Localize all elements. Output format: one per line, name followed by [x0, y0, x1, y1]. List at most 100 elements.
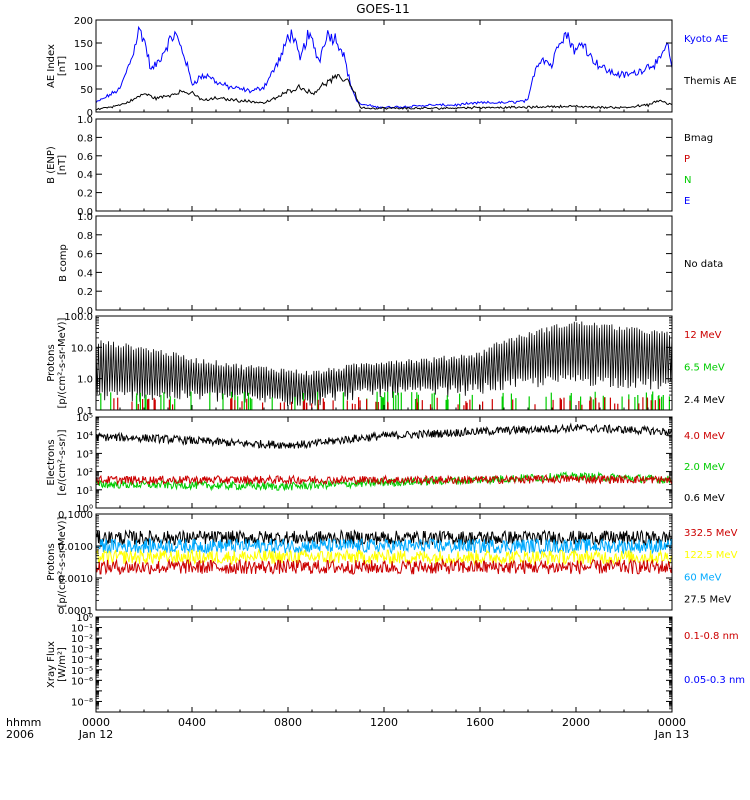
time-tick-label: 1200	[370, 716, 398, 729]
panel-xray-ytick-label: 10⁻⁴	[71, 655, 93, 666]
legend-122-5-mev: 122.5 MeV	[684, 550, 738, 561]
panel-protons_low-ytick-label: 100.0	[64, 312, 93, 323]
panel-bfield-ytick-label: 0.6	[77, 152, 93, 163]
panel-ae: 0 50 100 150 200 AE Index [nT] Kyoto AE Themis A…	[46, 16, 737, 119]
panel-bcomp-ytick-label: 0.4	[77, 268, 93, 279]
legend-6-5-mev: 6.5 MeV	[684, 362, 725, 373]
panel-electrons-ytick-label: 10³	[76, 449, 93, 460]
series-332-5-mev	[96, 557, 672, 576]
panel-xray-ytick-label: 10⁻⁵	[71, 666, 93, 677]
legend-kyoto-ae: Kyoto AE	[684, 34, 728, 45]
panel-bcomp-ytick-label: 0.6	[77, 250, 93, 261]
panel-bfield: 0.0 0.2 0.4 0.6 0.8 1.0 B (ENP) [nT] Bmag PNE	[46, 115, 713, 218]
panel-bfield-ytick-label: 0.2	[77, 189, 93, 200]
legend-27-5-mev: 27.5 MeV	[684, 595, 731, 606]
legend-60-mev: 60 MeV	[684, 572, 722, 583]
panel-xray-ytick-label: 10⁻⁶	[71, 676, 93, 687]
panel-protons_low: 0.1 1.0 10.0 100.0 Protons [p/(cm²-s-sr-MeV)]…	[46, 312, 725, 417]
time-tick-label: 2000	[562, 716, 590, 729]
legend-no-data: No data	[684, 259, 723, 270]
legend-12-mev: 12 MeV	[684, 330, 722, 341]
panel-bcomp-ytick-label: 1.0	[77, 212, 93, 223]
legend-n: N	[684, 175, 691, 186]
series-themis-ae	[96, 73, 672, 111]
panel-xray-ytick-label: 10⁰	[76, 613, 93, 624]
series-27-5-mev	[96, 528, 672, 547]
time-tick-label: 0400	[178, 716, 206, 729]
panel-protons_high-data	[96, 528, 672, 576]
panel-protons_high-ylabel: [p/(cm²-s-sr-MeV)]	[57, 516, 68, 607]
panel-electrons-frame	[95, 416, 673, 509]
panel-bcomp-ylabel: B comp	[58, 244, 69, 282]
legend-0-1-0-8-nm: 0.1-0.8 nm	[684, 631, 739, 642]
panel-electrons-ytick-label: 10¹	[76, 486, 93, 497]
date-label: Jan 13	[654, 728, 689, 741]
panel-protons_high: 0.0001 0.0010 0.0100 0.1000 Protons [p/(cm²-s…	[46, 510, 738, 617]
legend-0-05-0-3-nm: 0.05-0.3 nm	[684, 675, 745, 686]
panel-ae-ytick-label: 150	[74, 39, 93, 50]
panel-bcomp-ytick-label: 0.0	[77, 306, 93, 317]
panel-xray-ytick-label: 10⁻³	[71, 645, 93, 656]
time-tick-label: 0000	[82, 716, 110, 729]
legend-e: E	[684, 196, 690, 207]
series-2-4-mev	[96, 321, 672, 407]
panel-protons_high-ylabel: Protons	[46, 543, 57, 580]
legend-4-0-mev: 4.0 MeV	[684, 431, 725, 442]
panel-electrons-ylabel: [e/(cm²-s-sr)]	[57, 429, 68, 495]
time-tick-label: 1600	[466, 716, 494, 729]
panel-protons_low-ytick-label: 10.0	[71, 343, 93, 354]
legend-0-6-mev: 0.6 MeV	[684, 493, 725, 504]
year-label: 2006	[6, 728, 34, 741]
panel-bcomp-ytick-label: 0.8	[77, 231, 93, 242]
panel-electrons-ylabel: Electrons	[46, 439, 57, 485]
panel-ae-ylabel: AE Index	[46, 44, 57, 88]
series-0-6-mev	[96, 422, 672, 450]
panel-bcomp-frame	[95, 215, 673, 311]
panel-xray-frame	[95, 616, 673, 713]
panel-electrons-ytick-label: 10⁴	[76, 431, 93, 442]
legend-bmag: Bmag	[684, 133, 713, 144]
series-6-5-mev	[100, 391, 670, 410]
time-tick-label: 0000	[658, 716, 686, 729]
panel-bfield-frame	[95, 118, 673, 212]
panel-ae-ytick-label: 50	[80, 85, 93, 96]
legend-2-4-mev: 2.4 MeV	[684, 395, 725, 406]
panel-bcomp-ytick-label: 0.2	[77, 287, 93, 298]
chart-title: GOES-11	[356, 2, 410, 16]
panel-protons_low-ylabel: [p/(cm²-s-sr-MeV)]	[57, 317, 68, 408]
panel-ae-frame	[95, 19, 673, 113]
panel-protons_high-ytick-label: 0.0100	[58, 542, 93, 553]
legend-2-0-mev: 2.0 MeV	[684, 462, 725, 473]
panel-xray-ytick-label: 10⁻⁸	[71, 697, 93, 708]
series-kyoto-ae	[96, 25, 672, 109]
panel-bfield-ytick-label: 0.0	[77, 207, 93, 218]
panel-xray-ytick-label: 10⁻¹	[71, 624, 93, 635]
panel-xray-ylabel: [W/m²]	[57, 647, 68, 682]
panel-ae-data	[96, 25, 672, 111]
panel-electrons-data	[96, 422, 672, 492]
panel-protons_low-ytick-label: 1.0	[77, 375, 93, 386]
panel-bfield-ytick-label: 0.8	[77, 133, 93, 144]
panel-ae-ytick-label: 200	[74, 16, 93, 27]
date-label: Jan 12	[78, 728, 113, 741]
panel-protons_low-data	[96, 321, 672, 410]
panel-protons_high-ytick-label: 0.0001	[58, 606, 93, 617]
hhmm-label: hhmm	[6, 716, 41, 729]
panel-protons_low-ylabel: Protons	[46, 344, 57, 381]
panel-electrons-ytick-label: 10⁵	[76, 413, 93, 424]
series-4-0-mev	[96, 474, 672, 486]
panel-protons_high-ytick-label: 0.1000	[58, 510, 93, 521]
panel-ae-ytick-label: 100	[74, 62, 93, 73]
legend-332-5-mev: 332.5 MeV	[684, 528, 738, 539]
panel-electrons-ytick-label: 10²	[76, 468, 93, 479]
panel-bfield-ytick-label: 1.0	[77, 115, 93, 126]
panel-protons_high-ytick-label: 0.0010	[58, 574, 93, 585]
panel-bcomp: 0.0 0.2 0.4 0.6 0.8 1.0 B comp No data	[58, 212, 723, 317]
panel-electrons-ytick-label: 10⁰	[76, 504, 93, 515]
panel-electrons: 10⁰ 10¹ 10² 10³ 10⁴ 10⁵ Electrons [e/(cm²-s-sr)…	[46, 413, 725, 515]
panel-xray-ytick-label: 10⁻²	[71, 634, 93, 645]
panel-bfield-ylabel: B (ENP)	[46, 146, 57, 184]
legend-themis-ae: Themis AE	[683, 76, 737, 87]
